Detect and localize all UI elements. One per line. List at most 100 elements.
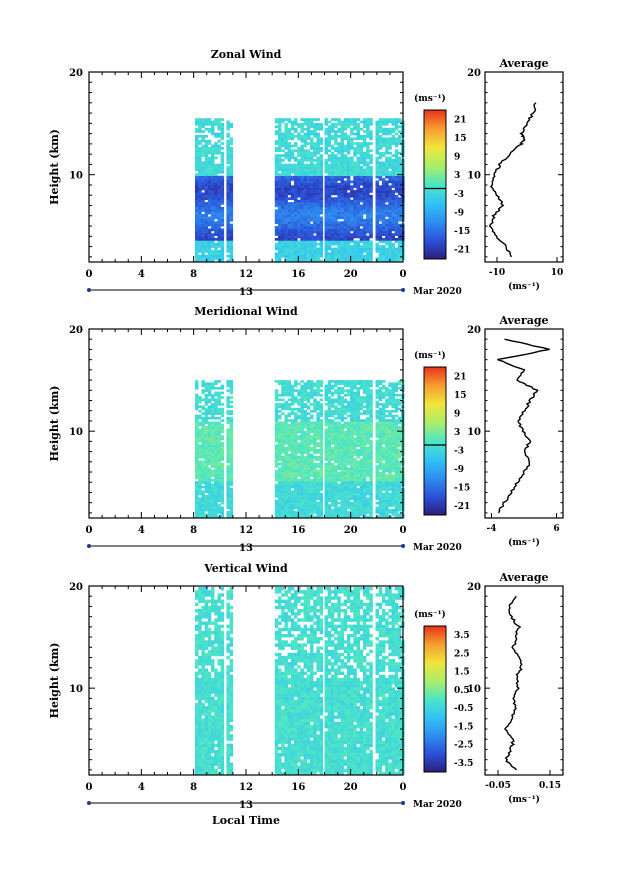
heatmap-cell (201, 451, 205, 454)
heatmap-cell (330, 257, 335, 260)
heatmap-cell (313, 226, 317, 229)
heatmap-cell (201, 462, 205, 466)
heatmap-cell (226, 190, 230, 193)
heatmap-cell (346, 180, 351, 184)
heatmap-cell (310, 403, 314, 406)
heatmap-cell (211, 515, 215, 519)
heatmap-cell (334, 214, 338, 217)
heatmap-cell (334, 472, 338, 475)
heatmap-cell (353, 488, 357, 491)
heatmap-cell (297, 421, 301, 425)
heatmap-cell (207, 474, 212, 477)
heatmap-cell (303, 144, 308, 148)
heatmap-cell (274, 511, 279, 514)
heatmap-cell (356, 221, 360, 224)
heatmap-cell (220, 446, 225, 450)
heatmap-cell (394, 187, 399, 191)
heatmap-cell (313, 389, 317, 392)
heatmap-cell (359, 407, 364, 411)
heatmap-cell (369, 474, 373, 477)
heatmap-cell (362, 490, 367, 493)
heatmap-cell (327, 185, 332, 188)
heatmap-cell (334, 118, 338, 121)
heatmap-cell (330, 197, 335, 200)
heatmap-cell (350, 159, 354, 162)
heatmap-cell (330, 226, 335, 229)
heatmap-cell (300, 211, 304, 215)
heatmap-cell (300, 125, 304, 129)
heatmap-cell (303, 230, 308, 234)
heatmap-cell (300, 400, 304, 404)
heatmap-cell (343, 497, 348, 500)
heatmap-cell (327, 221, 332, 224)
heatmap-cell (385, 170, 389, 174)
heatmap-cell (353, 223, 357, 227)
heatmap-cell (334, 204, 338, 208)
heatmap-cell (290, 259, 295, 263)
heatmap-cell (229, 432, 234, 436)
heatmap-cell (366, 173, 370, 176)
heatmap-cell (290, 469, 295, 473)
heatmap-cell (337, 252, 341, 256)
heatmap-cell (306, 221, 311, 224)
heatmap-cell (337, 130, 341, 133)
heatmap-cell (287, 485, 292, 489)
heatmap-cell (220, 254, 225, 258)
heatmap-cell (324, 118, 328, 121)
heatmap-cell (217, 446, 221, 450)
heatmap-cell (366, 175, 370, 179)
heatmap-cell (366, 421, 370, 425)
heatmap-cell (346, 410, 351, 413)
heatmap-cell (303, 223, 308, 227)
heatmap-cell (350, 432, 354, 436)
heatmap-cell (340, 230, 344, 234)
heatmap-cell (284, 163, 288, 167)
heatmap-cell (278, 187, 282, 191)
heatmap-cell (274, 154, 279, 157)
heatmap-cell (306, 259, 311, 263)
heatmap-cell (198, 416, 202, 420)
heatmap-cell (366, 410, 370, 413)
heatmap-cell (353, 125, 357, 129)
heatmap-cell (226, 412, 230, 415)
heatmap-cell (303, 206, 308, 210)
heatmap-cell (306, 149, 311, 153)
heatmap-cell (324, 240, 328, 244)
heatmap-cell (362, 182, 367, 186)
heatmap-cell (381, 187, 386, 191)
heatmap-cell (310, 384, 314, 388)
heatmap-cell (334, 469, 338, 473)
heatmap-cell (324, 192, 328, 196)
heatmap-cell (294, 380, 298, 383)
heatmap-cell (375, 170, 379, 174)
heatmap-cell (195, 218, 199, 222)
heatmap-cell (195, 407, 199, 411)
heatmap-cell (201, 139, 205, 143)
heatmap-cell (337, 259, 341, 263)
heatmap-cell (226, 135, 230, 138)
heatmap-cell (201, 147, 205, 150)
heatmap-cell (303, 485, 308, 489)
heatmap-cell (201, 259, 205, 263)
heatmap-cell (198, 139, 202, 143)
heatmap-cell (319, 226, 324, 229)
heatmap-cell (359, 504, 364, 507)
heatmap-cell (217, 168, 221, 172)
heatmap-cell (229, 419, 234, 422)
heatmap-cell (356, 426, 360, 429)
heatmap-cell (319, 504, 324, 507)
heatmap-cell (211, 221, 215, 224)
heatmap-cell (287, 247, 292, 251)
heatmap-cell (346, 460, 351, 464)
heatmap-cell (337, 398, 341, 402)
heatmap-cell (287, 462, 292, 466)
heatmap-cell (340, 400, 344, 404)
heatmap-cell (306, 194, 311, 198)
heatmap-cell (310, 426, 314, 429)
heatmap-cell (220, 190, 225, 193)
heatmap-cell (362, 254, 367, 258)
heatmap-cell (343, 444, 348, 447)
heatmap-cell (353, 462, 357, 466)
heatmap-cell (356, 163, 360, 167)
heatmap-cell (362, 405, 367, 408)
